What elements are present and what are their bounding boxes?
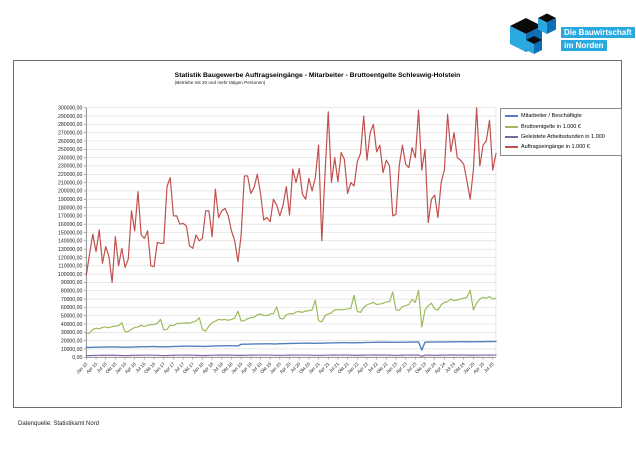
svg-text:Apr 24: Apr 24 <box>434 361 447 374</box>
svg-text:120000,00: 120000,00 <box>58 255 83 261</box>
chart-header: Statistik Baugewerbe Auftragseingänge - … <box>14 71 621 89</box>
chart-frame: 0,00 10000,00 20000,00 30000,00 40000,00 5000… <box>13 60 622 408</box>
logo-text-line2: im Norden <box>561 40 607 51</box>
svg-text:270000,00: 270000,00 <box>58 130 83 136</box>
legend-label: Bruttoentgelte in 1.000 € <box>521 123 581 130</box>
legend-line-swatch <box>505 146 518 149</box>
legend-line-swatch <box>505 115 518 118</box>
svg-text:230000,00: 230000,00 <box>58 164 83 170</box>
svg-text:Apr 22: Apr 22 <box>356 361 369 374</box>
legend-item-arbeitsstunden: Geleistete Arbeitsstunden in 1.000 <box>501 132 621 142</box>
legend-line-swatch <box>505 135 518 138</box>
y-axis-labels: 0,00 10000,00 20000,00 30000,00 40000,00 5000… <box>58 106 83 362</box>
svg-text:110000,00: 110000,00 <box>58 264 82 270</box>
svg-text:50000,00: 50000,00 <box>61 313 83 319</box>
svg-text:210000,00: 210000,00 <box>58 180 83 186</box>
svg-text:Apr 21: Apr 21 <box>317 361 330 374</box>
svg-text:Apr 19: Apr 19 <box>240 361 253 374</box>
chart-plot: 0,00 10000,00 20000,00 30000,00 40000,00 5000… <box>58 106 497 375</box>
cube-right-face <box>547 18 556 34</box>
logo-text: Die Bauwirtschaft im Norden <box>561 27 635 53</box>
legend-item-auftragseingaenge: Auftragseingänge in 1.000 € <box>501 142 621 152</box>
legend-label: Mitarbeiter / Beschäftigte <box>521 113 582 120</box>
svg-text:0,00: 0,00 <box>72 355 82 361</box>
svg-text:220000,00: 220000,00 <box>58 172 83 178</box>
series-line-auftragseingaenge <box>85 107 497 284</box>
svg-text:160000,00: 160000,00 <box>58 222 83 228</box>
cube-left-face <box>510 26 526 52</box>
svg-text:10000,00: 10000,00 <box>61 347 83 353</box>
data-source: Datenquelle: Statistikamt Nord <box>18 421 100 427</box>
svg-text:240000,00: 240000,00 <box>58 155 83 161</box>
svg-text:Apr 20: Apr 20 <box>279 361 292 374</box>
chart-title: Statistik Baugewerbe Auftragseingänge - … <box>174 72 461 79</box>
svg-text:20000,00: 20000,00 <box>61 338 83 344</box>
cube-right-face <box>534 40 542 54</box>
series-line-bruttoentgelte <box>85 289 497 335</box>
svg-text:Apr 16: Apr 16 <box>124 361 137 374</box>
chart-subtitle: (Betriebe mit 20 und mehr tätigen Person… <box>174 80 266 85</box>
svg-text:290000,00: 290000,00 <box>58 114 83 120</box>
svg-text:180000,00: 180000,00 <box>58 205 83 211</box>
svg-text:170000,00: 170000,00 <box>58 214 83 220</box>
logo: Die Bauwirtschaft im Norden <box>500 10 635 58</box>
svg-text:Apr 17: Apr 17 <box>163 361 176 374</box>
svg-text:130000,00: 130000,00 <box>58 247 83 253</box>
svg-text:Apr 18: Apr 18 <box>201 361 214 374</box>
svg-text:Apr 25: Apr 25 <box>472 361 485 374</box>
series-line-arbeitsstunden <box>85 354 497 357</box>
svg-text:90000,00: 90000,00 <box>61 280 83 286</box>
cube-left-face <box>538 18 547 34</box>
logo-text-line1: Die Bauwirtschaft <box>561 27 635 38</box>
svg-text:30000,00: 30000,00 <box>61 330 83 336</box>
svg-text:Apr 15: Apr 15 <box>85 361 98 374</box>
y-gridlines <box>83 107 496 358</box>
svg-text:40000,00: 40000,00 <box>61 322 83 328</box>
svg-text:200000,00: 200000,00 <box>58 189 83 195</box>
svg-text:60000,00: 60000,00 <box>61 305 83 311</box>
svg-text:Apr 23: Apr 23 <box>395 361 408 374</box>
svg-text:80000,00: 80000,00 <box>61 289 83 295</box>
svg-text:70000,00: 70000,00 <box>61 297 83 303</box>
logo-cubes-icon <box>510 13 556 54</box>
svg-text:260000,00: 260000,00 <box>58 139 83 145</box>
chart-legend: Mitarbeiter / Beschäftigte Bruttoentgelte… <box>500 108 622 156</box>
svg-text:100000,00: 100000,00 <box>58 272 83 278</box>
legend-item-bruttoentgelte: Bruttoentgelte in 1.000 € <box>501 121 621 131</box>
svg-text:Jul 25: Jul 25 <box>483 361 495 373</box>
svg-text:150000,00: 150000,00 <box>58 230 83 236</box>
legend-line-swatch <box>505 125 518 128</box>
svg-text:140000,00: 140000,00 <box>58 239 83 245</box>
svg-text:190000,00: 190000,00 <box>58 197 83 203</box>
series-line-mitarbeiter <box>85 340 497 351</box>
legend-item-mitarbeiter: Mitarbeiter / Beschäftigte <box>501 111 621 121</box>
svg-text:250000,00: 250000,00 <box>58 147 83 153</box>
cube-left-face <box>526 40 534 54</box>
svg-text:300000,00: 300000,00 <box>58 106 83 112</box>
svg-text:280000,00: 280000,00 <box>58 122 83 128</box>
legend-label: Auftragseingänge in 1.000 € <box>521 144 590 151</box>
legend-label: Geleistete Arbeitsstunden in 1.000 <box>521 133 605 140</box>
